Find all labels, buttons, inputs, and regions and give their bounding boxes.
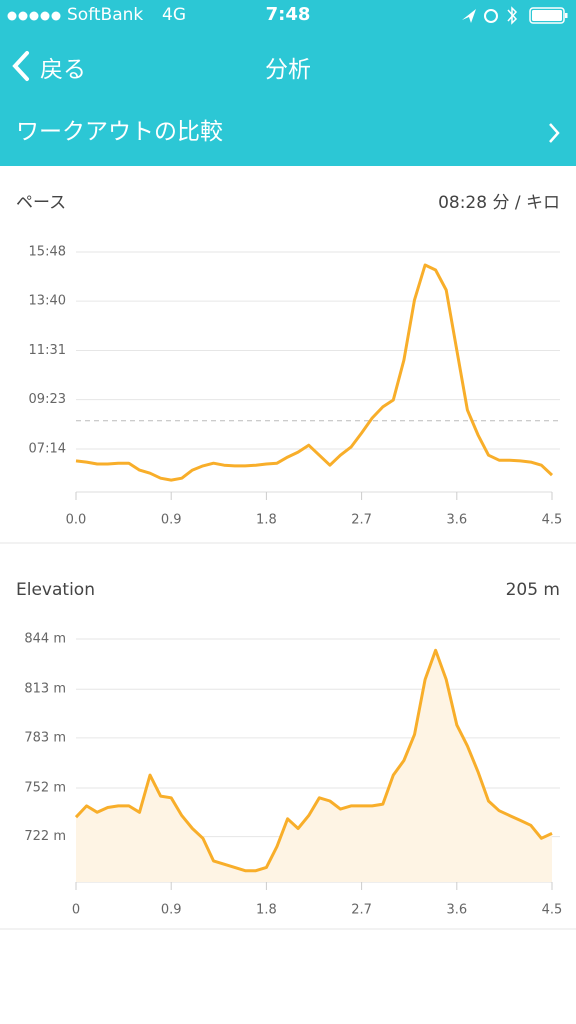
- x-tick-label: 0.9: [161, 513, 182, 528]
- chevron[interactable]: [546, 121, 562, 145]
- y-tick-label: 722 m: [24, 829, 66, 844]
- chart-summary: 08:28 分 / キロ: [438, 193, 560, 213]
- x-tick-label: 3.6: [446, 513, 467, 528]
- x-tick-label: 4.5: [542, 903, 563, 918]
- area: [76, 650, 552, 882]
- y-tick-label: 783 m: [24, 730, 66, 745]
- y-tick-label: 844 m: [24, 632, 66, 647]
- x-tick-label: 0: [72, 903, 80, 918]
- chart-title: ペース: [16, 193, 66, 213]
- y-tick-label: 11:31: [29, 343, 66, 358]
- status-icons: [7, 6, 568, 25]
- carrier: SoftBank: [67, 5, 144, 25]
- x-tick-label: 1.8: [256, 513, 277, 528]
- back-arrow[interactable]: [10, 50, 34, 82]
- line: [75, 263, 554, 482]
- y-tick-label: 15:48: [29, 245, 66, 260]
- nav-title: 分析: [265, 57, 311, 83]
- x-tick-label: 0.0: [66, 513, 87, 528]
- network: 4G: [162, 5, 186, 25]
- x-tick-label: 4.5: [542, 513, 563, 528]
- x-tick-label: 3.6: [446, 903, 467, 918]
- y-tick-label: 813 m: [24, 682, 66, 697]
- back-button[interactable]: 戻る: [40, 57, 86, 83]
- x-tick-label: 2.7: [351, 903, 372, 918]
- x-tick-label: 0.9: [161, 903, 182, 918]
- x-tick-label: 1.8: [256, 903, 277, 918]
- header: SoftBank 4G 7:48 戻る 分析 ワークアウトの比較: [0, 0, 576, 166]
- y-tick-label: 07:14: [29, 442, 66, 457]
- chart-summary: 205 m: [506, 580, 560, 600]
- y-tick-label: 752 m: [24, 781, 66, 796]
- clock: 7:48: [265, 4, 311, 25]
- y-tick-label: 13:40: [29, 294, 66, 309]
- compare-row[interactable]: ワークアウトの比較: [16, 119, 223, 145]
- line: [74, 648, 553, 873]
- x-tick-label: 2.7: [351, 513, 372, 528]
- chart-title: Elevation: [16, 580, 95, 600]
- y-tick-label: 09:23: [29, 392, 66, 407]
